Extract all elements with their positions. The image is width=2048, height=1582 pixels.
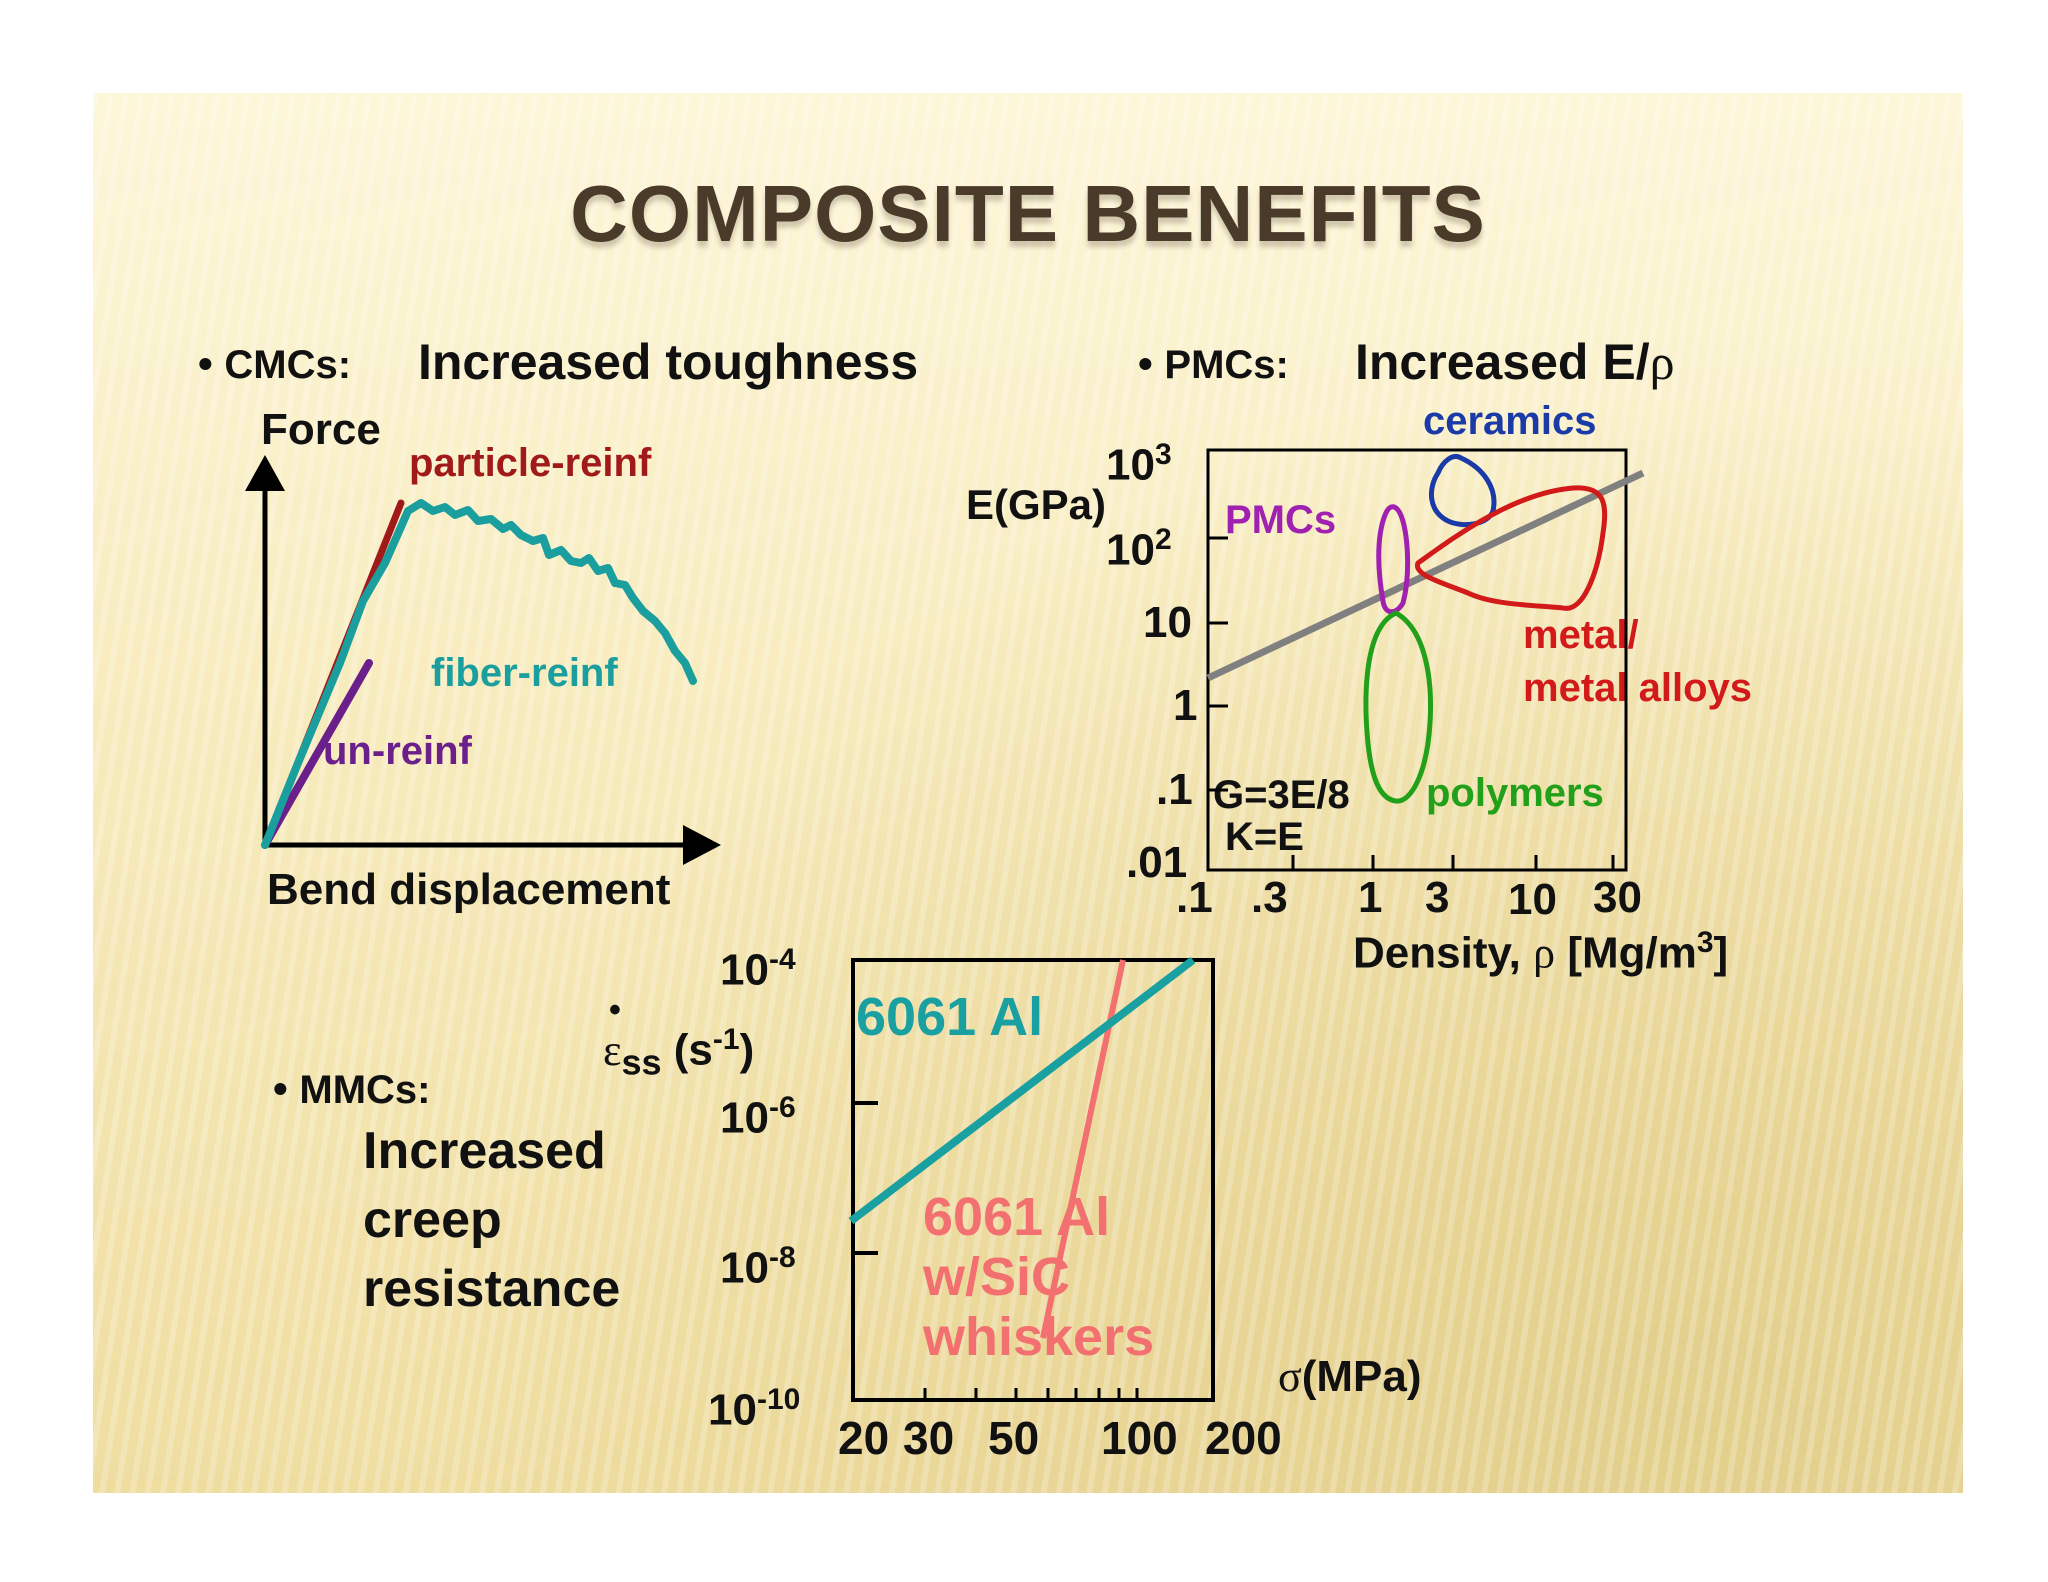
cmc-particle-label: particle-reinf <box>409 441 652 485</box>
pmc-x-tick-label: 30 <box>1593 873 1642 922</box>
cmc-unreinf-label: un-reinf <box>323 729 472 773</box>
bullet-dot: • <box>273 1065 288 1112</box>
cmc-x-arrowhead <box>683 825 721 865</box>
mmc-label: MMCs: <box>299 1068 431 1112</box>
pmc-metal-label: metal/ <box>1523 613 1639 657</box>
mmc-x-tick-label: 50 <box>988 1412 1040 1464</box>
pmc-x-tick-label: 1 <box>1358 873 1383 922</box>
mmc-al-line <box>848 956 1196 1225</box>
mmc-x-axis-label: σ(MPa) <box>1278 1352 1422 1401</box>
mmc-x-tick-label: 100 <box>1101 1412 1178 1464</box>
mmc-al-label: 6061 Al <box>856 987 1044 1047</box>
cmc-y-arrowhead <box>245 455 285 491</box>
pmc-y-axis-label: E(GPa) <box>966 481 1107 528</box>
cmc-unreinf-curve <box>261 659 373 849</box>
pmc-metal-alloys-label: metal alloys <box>1523 666 1753 710</box>
pmc-y-tick-label: .01 <box>1126 838 1188 887</box>
mmc-y-tick-label: 10-10 <box>708 1383 801 1435</box>
pmc-y-tick-label: 1 <box>1173 681 1198 730</box>
mmc-sic-label: w/SiC <box>923 1247 1071 1307</box>
mmc-diagram <box>848 956 1215 1402</box>
pmc-polymers-region <box>1363 610 1433 804</box>
pmc-bullet: • PMCs: <box>1138 340 1289 388</box>
pmc-formula-bulk: K=E <box>1225 815 1304 859</box>
pmc-metals-region <box>1415 485 1608 611</box>
rho-symbol: ρ <box>1533 928 1556 978</box>
pmc-diagram <box>1206 448 1645 872</box>
mmc-sic-line <box>1040 959 1126 1339</box>
slide-title: COMPOSITE BENEFITS <box>570 169 1486 258</box>
mmc-strain-rate-dot: • <box>609 990 621 1029</box>
pmc-x-tick-label: .1 <box>1176 873 1213 922</box>
mmc-y-tick-label: 10-8 <box>720 1241 796 1293</box>
pmc-ceramics-label: ceramics <box>1423 399 1597 443</box>
mmc-sic-label: 6061 Al <box>923 1187 1111 1247</box>
mmc-bullet: • MMCs: <box>273 1065 430 1113</box>
mmc-desc-line: resistance <box>363 1260 621 1318</box>
bullet-dot: • <box>198 340 213 387</box>
cmc-fiber-curve <box>261 499 697 849</box>
pmc-pmcs-region <box>1376 504 1411 615</box>
mmc-x-tick-label: 20 <box>838 1412 890 1464</box>
pmc-x-tick-label: 3 <box>1425 873 1450 922</box>
mmc-strain-symbol: ε <box>603 1025 622 1075</box>
pmc-x-tick-label: 10 <box>1508 875 1557 924</box>
mmc-desc-line: creep <box>363 1191 502 1249</box>
pmc-y-tick-label: 10 <box>1143 598 1192 647</box>
cmc-bullet: • CMCs: <box>198 340 351 388</box>
slide: COMPOSITE BENEFITS • CMCs: Increased tou… <box>93 93 1963 1493</box>
pmc-x-tick-label: .3 <box>1251 873 1288 922</box>
sigma-symbol: σ <box>1278 1352 1302 1401</box>
pmc-label: PMCs: <box>1164 343 1289 387</box>
pmc-ceramics-region <box>1428 454 1497 528</box>
pmc-plot-frame <box>1206 448 1628 872</box>
pmc-heading-text: Increased E/ <box>1355 334 1650 390</box>
pmc-formula-shear: G=3E/8 <box>1213 773 1350 817</box>
bullet-dot: • <box>1138 340 1153 387</box>
rho-symbol: ρ <box>1649 334 1675 390</box>
mmc-sic-label: whiskers <box>923 1307 1155 1367</box>
mmc-x-tick-label: 200 <box>1205 1412 1282 1464</box>
pmc-polymers-label: polymers <box>1426 771 1604 815</box>
pmc-y-tick-label: 102 <box>1106 523 1172 575</box>
cmc-x-axis-label: Bend displacement <box>267 865 671 914</box>
mmc-x-tick-label: 30 <box>903 1412 955 1464</box>
mmc-y-tick-label: 10-4 <box>720 943 796 995</box>
cmc-diagram <box>245 455 721 865</box>
cmc-heading: Increased toughness <box>418 334 919 390</box>
mmc-y-tick-label: 10-6 <box>720 1091 796 1143</box>
pmc-y-tick-label: 103 <box>1106 438 1172 490</box>
mmc-y-axis-label: • ε ss (s-1) <box>603 990 755 1083</box>
pmc-y-tick-label: .1 <box>1156 765 1193 814</box>
cmc-fiber-label: fiber-reinf <box>431 651 618 695</box>
pmc-x-axis-label: Density, ρ [Mg/m3] <box>1353 926 1729 978</box>
cmc-label: CMCs: <box>224 343 352 387</box>
cmc-y-axis-label: Force <box>261 405 381 454</box>
pmc-heading: Increased E/ρ <box>1355 333 1675 391</box>
mmc-desc-line: Increased <box>363 1122 606 1180</box>
mmc-plot-frame <box>851 958 1215 1402</box>
pmc-pmcs-label: PMCs <box>1225 498 1337 542</box>
